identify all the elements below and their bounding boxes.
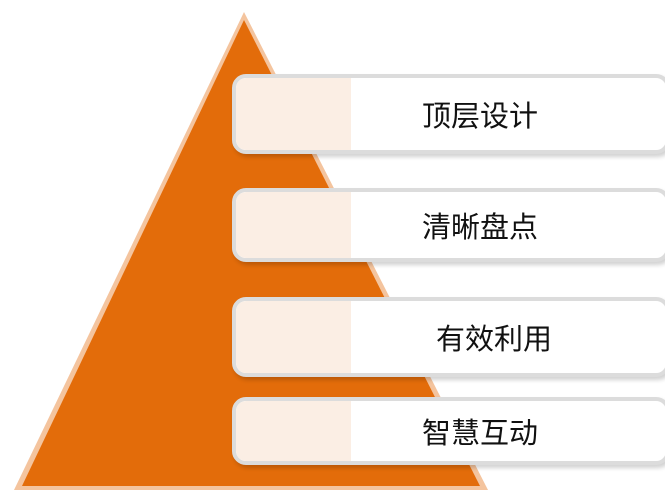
pyramid-level-2: 清晰盘点 xyxy=(232,188,665,262)
level-tab xyxy=(236,78,351,150)
level-label: 顶层设计 xyxy=(421,99,538,133)
level-tab xyxy=(236,401,351,461)
level-tab xyxy=(236,192,351,258)
pyramid-level-4: 智慧互动 xyxy=(232,397,665,465)
pyramid-level-1: 顶层设计 xyxy=(232,74,665,154)
pyramid-level-3: 有效利用 xyxy=(232,297,665,377)
level-label: 清晰盘点 xyxy=(421,210,538,244)
level-tab xyxy=(236,301,351,373)
level-label: 智慧互动 xyxy=(421,416,538,450)
level-label: 有效利用 xyxy=(435,322,552,356)
